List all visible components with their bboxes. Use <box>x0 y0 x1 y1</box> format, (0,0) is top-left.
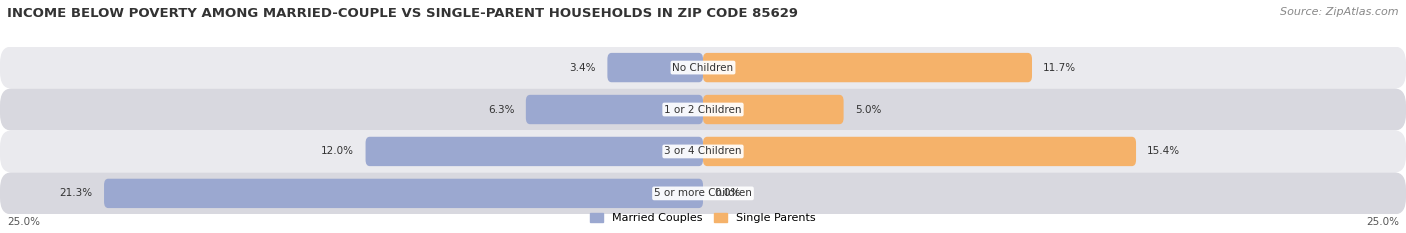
FancyBboxPatch shape <box>526 95 703 124</box>
FancyBboxPatch shape <box>0 89 1406 130</box>
Text: 12.0%: 12.0% <box>322 147 354 156</box>
Legend: Married Couples, Single Parents: Married Couples, Single Parents <box>586 208 820 227</box>
Text: 21.3%: 21.3% <box>59 188 93 198</box>
FancyBboxPatch shape <box>0 47 1406 89</box>
Text: 3.4%: 3.4% <box>569 63 596 72</box>
FancyBboxPatch shape <box>703 137 1136 166</box>
FancyBboxPatch shape <box>703 53 1032 82</box>
Text: 0.0%: 0.0% <box>714 188 741 198</box>
Text: 3 or 4 Children: 3 or 4 Children <box>664 147 742 156</box>
Text: Source: ZipAtlas.com: Source: ZipAtlas.com <box>1281 7 1399 17</box>
Text: 15.4%: 15.4% <box>1147 147 1181 156</box>
Text: 6.3%: 6.3% <box>488 105 515 114</box>
FancyBboxPatch shape <box>0 130 1406 172</box>
Text: 25.0%: 25.0% <box>7 217 39 227</box>
Text: INCOME BELOW POVERTY AMONG MARRIED-COUPLE VS SINGLE-PARENT HOUSEHOLDS IN ZIP COD: INCOME BELOW POVERTY AMONG MARRIED-COUPL… <box>7 7 799 20</box>
Text: 1 or 2 Children: 1 or 2 Children <box>664 105 742 114</box>
Text: 11.7%: 11.7% <box>1043 63 1077 72</box>
Text: 5.0%: 5.0% <box>855 105 882 114</box>
FancyBboxPatch shape <box>607 53 703 82</box>
Text: 25.0%: 25.0% <box>1367 217 1399 227</box>
Text: No Children: No Children <box>672 63 734 72</box>
FancyBboxPatch shape <box>104 179 703 208</box>
FancyBboxPatch shape <box>703 95 844 124</box>
Text: 5 or more Children: 5 or more Children <box>654 188 752 198</box>
FancyBboxPatch shape <box>0 172 1406 214</box>
FancyBboxPatch shape <box>366 137 703 166</box>
